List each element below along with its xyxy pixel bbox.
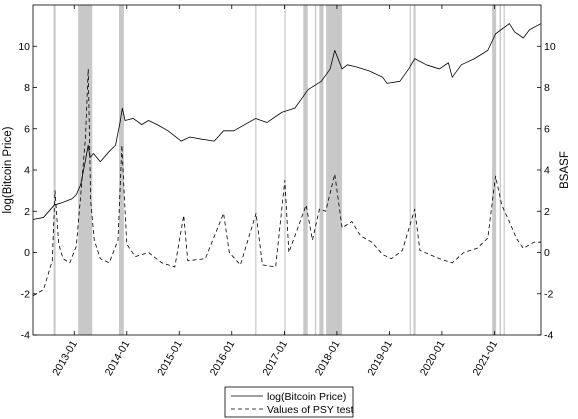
plot-area-frame xyxy=(32,4,542,336)
y-tick-label-right--4: -4 xyxy=(544,330,553,342)
x-tick-label-6: 2019-01 xyxy=(365,338,395,378)
x-tick-label-8: 2021-01 xyxy=(470,338,500,378)
y-tick-label-left--4: -4 xyxy=(21,330,30,342)
series-line-0 xyxy=(32,23,542,220)
y-tick-label-left-4: 4 xyxy=(24,165,30,177)
shaded-period-4 xyxy=(284,5,286,335)
legend: log(Bitcoin Price) Values of PSY test xyxy=(224,386,354,418)
shaded-period-1 xyxy=(78,5,93,335)
shaded-period-0 xyxy=(53,5,56,335)
x-tick-label-2: 2015-01 xyxy=(155,338,185,378)
shaded-period-8 xyxy=(326,5,343,335)
shaded-period-3 xyxy=(255,5,257,335)
y-tick-label-left--2: -2 xyxy=(21,288,30,300)
y-tick-label-right-10: 10 xyxy=(544,41,556,53)
shaded-period-7 xyxy=(319,5,324,335)
shaded-period-13 xyxy=(503,5,505,335)
x-tick-label-7: 2020-01 xyxy=(418,338,448,378)
y-tick-label-right-6: 6 xyxy=(544,123,550,135)
x-axis: 2013-01 2014-01 2015-01 2016-01 2017-01 2018-… xyxy=(50,5,500,378)
x-tick-label-1: 2014-01 xyxy=(103,338,133,378)
x-tick-label-0: 2013-01 xyxy=(50,338,80,378)
y-tick-label-left-10: 10 xyxy=(18,41,30,53)
y-axis-left-title: log(Bitcoin Price) xyxy=(2,126,14,213)
y-tick-label-right-2: 2 xyxy=(544,206,550,218)
y-tick-label-right-4: 4 xyxy=(544,165,550,177)
legend-box xyxy=(224,386,354,418)
shaded-periods xyxy=(53,5,505,335)
y-tick-label-left-0: 0 xyxy=(24,247,30,259)
x-tick-label-5: 2018-01 xyxy=(313,338,343,378)
y-tick-label-right-8: 8 xyxy=(544,82,550,94)
shaded-period-9 xyxy=(409,5,411,335)
y-tick-label-left-6: 6 xyxy=(24,123,30,135)
legend-entry-psy: Values of PSY test xyxy=(267,404,354,416)
shaded-period-11 xyxy=(492,5,497,335)
shaded-period-6 xyxy=(314,5,317,335)
legend-entry-price: log(Bitcoin Price) xyxy=(267,391,346,403)
y-tick-label-left-8: 8 xyxy=(24,82,30,94)
series-line-1 xyxy=(32,68,541,297)
y-tick-label-left-2: 2 xyxy=(24,206,30,218)
x-tick-label-4: 2017-01 xyxy=(260,338,290,378)
y-tick-label-right-0: 0 xyxy=(544,247,550,259)
shaded-period-5 xyxy=(303,5,308,335)
series-lines xyxy=(32,23,542,297)
y-axis-left: -4 -2 0 2 4 6 8 10 xyxy=(18,41,37,342)
y-tick-label-right--2: -2 xyxy=(544,288,553,300)
y-axis-right: -4 -2 0 2 4 6 8 10 xyxy=(537,41,556,342)
shaded-period-2 xyxy=(119,5,124,335)
y-axis-right-title: BSASF xyxy=(559,151,571,189)
shaded-period-10 xyxy=(413,5,416,335)
shaded-period-12 xyxy=(499,5,502,335)
x-tick-label-3: 2016-01 xyxy=(208,338,238,378)
